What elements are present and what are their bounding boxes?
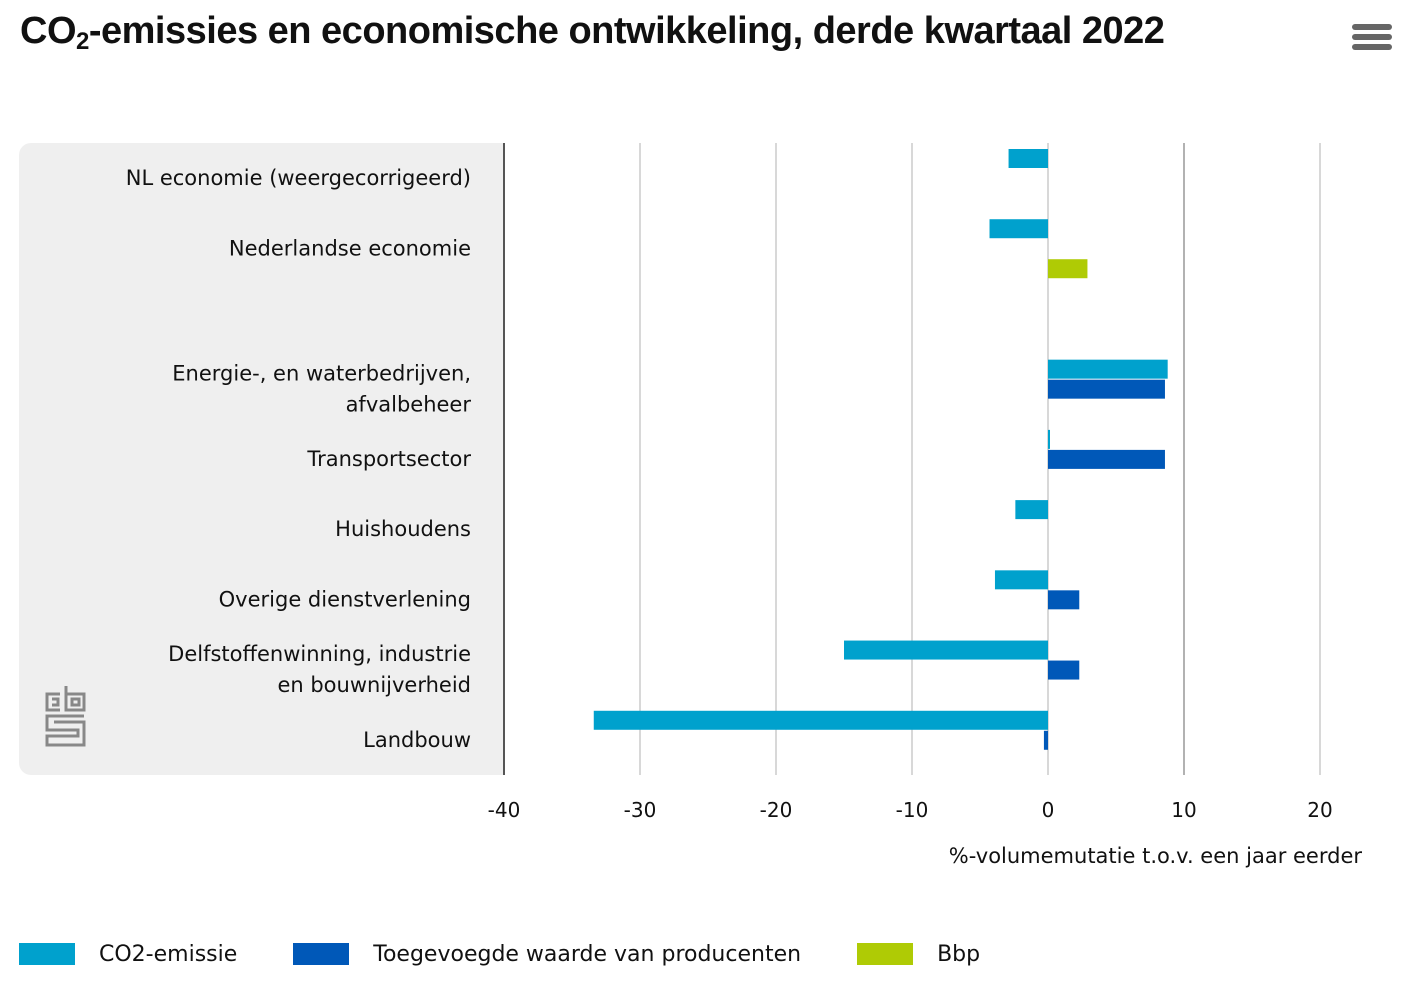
x-axis-title: %-volumemutatie t.o.v. een jaar eerder (949, 844, 1363, 868)
category-label: Huishoudens (335, 517, 471, 541)
legend-item-toegevoegde_waarde[interactable]: Toegevoegde waarde van producenten (293, 942, 801, 967)
bar-co2[interactable] (994, 570, 1048, 590)
x-tick-label: -30 (624, 798, 657, 822)
legend-label: CO2-emissie (99, 941, 238, 967)
legend-item-co2[interactable]: CO2-emissie (19, 942, 237, 967)
bar-bbp[interactable] (1048, 259, 1088, 279)
bar-toegevoegde_waarde[interactable] (1048, 379, 1165, 399)
bars (593, 149, 1168, 750)
legend-swatch (19, 943, 75, 965)
x-axis-ticks: -40 -30 -20 -10 0 10 20 (488, 798, 1333, 822)
category-label: en bouwnijverheid (277, 673, 471, 697)
menu-line (1352, 34, 1392, 40)
bar-co2[interactable] (844, 640, 1048, 660)
menu-line (1352, 24, 1392, 30)
category-label: Delfstoffenwinning, industrie (168, 642, 471, 666)
category-labels: NL economie (weergecorrigeerd) Nederlands… (126, 166, 472, 752)
legend-swatch (293, 943, 350, 965)
legend-item-bbp[interactable]: Bbp (857, 942, 980, 967)
x-tick-label: 10 (1171, 798, 1196, 822)
category-label: Overige dienstverlening (219, 587, 471, 611)
category-panel (19, 143, 504, 775)
x-tick-label: 0 (1042, 798, 1055, 822)
category-label: afvalbeheer (346, 392, 472, 416)
category-label: NL economie (weergecorrigeerd) (126, 166, 471, 190)
bar-co2[interactable] (1048, 429, 1050, 449)
category-label: Landbouw (363, 728, 471, 752)
category-label: Transportsector (306, 447, 471, 471)
bar-toegevoegde_waarde[interactable] (1048, 590, 1080, 610)
x-tick-label: -10 (896, 798, 929, 822)
category-label: Energie-, en waterbedrijven, (172, 361, 471, 385)
bar-toegevoegde_waarde[interactable] (1048, 660, 1080, 680)
category-label: Nederlandse economie (229, 236, 471, 260)
bar-co2[interactable] (1015, 500, 1048, 520)
x-tick-label: -20 (760, 798, 793, 822)
cbs-logo (45, 686, 86, 747)
bar-co2[interactable] (1008, 149, 1048, 168)
x-tick-label: 20 (1307, 798, 1332, 822)
x-tick-label: -40 (488, 798, 521, 822)
chart-title: CO2-emissies en economische ontwikkeling… (20, 10, 1165, 55)
menu-line (1352, 44, 1392, 50)
bar-co2[interactable] (989, 219, 1048, 239)
bar-co2[interactable] (593, 710, 1048, 730)
legend-label: Toegevoegde waarde van producenten (373, 941, 802, 967)
grid-lines (503, 143, 1321, 775)
legend-label: Bbp (937, 941, 981, 967)
bar-toegevoegde_waarde[interactable] (1048, 449, 1165, 469)
legend-swatch (857, 943, 914, 965)
bar-co2[interactable] (1048, 359, 1168, 379)
legend: CO2-emissie Toegevoegde waarde van produc… (19, 937, 1036, 971)
hamburger-menu-icon[interactable] (1352, 24, 1392, 56)
bar-toegevoegde_waarde[interactable] (1043, 730, 1048, 750)
